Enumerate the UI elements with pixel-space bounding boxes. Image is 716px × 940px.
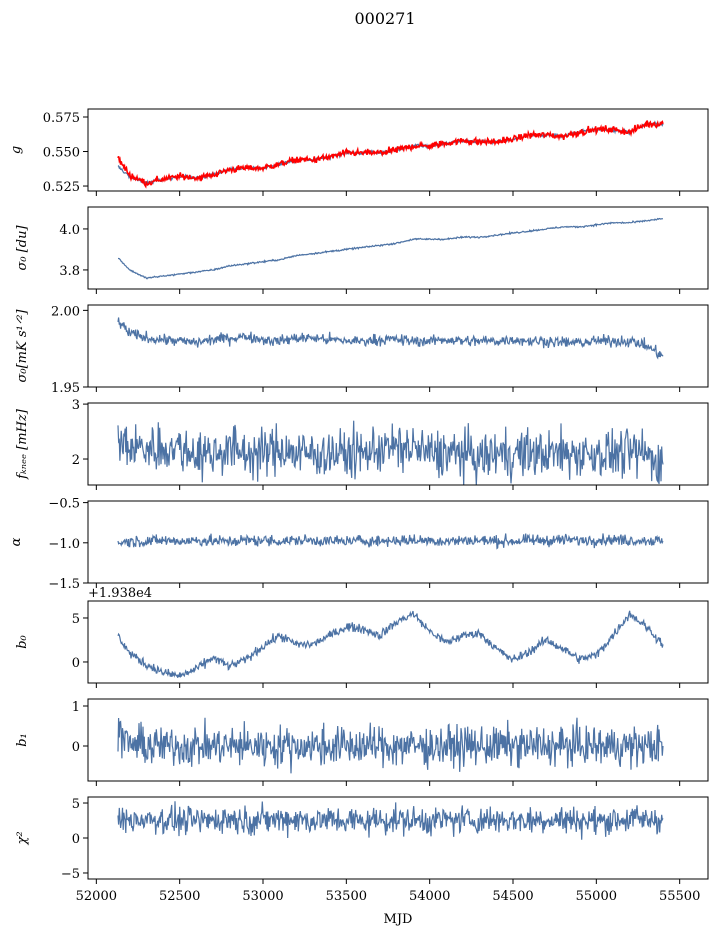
y-axis-label: σ₀ [du] xyxy=(15,225,30,271)
y-tick-label: −1.0 xyxy=(48,537,80,552)
y-tick-label: 1 xyxy=(72,700,80,715)
axes-frame xyxy=(87,108,709,192)
y-axis-label: fₖₙₑₑ [mHz] xyxy=(15,408,30,480)
y-tick-label: 0 xyxy=(72,740,80,755)
axes-frame xyxy=(87,600,709,684)
y-tick-label: 1.95 xyxy=(51,381,80,396)
x-tick-label: 53500 xyxy=(326,889,367,904)
series-line-alpha xyxy=(117,533,664,550)
y-tick-label: 0 xyxy=(72,656,80,671)
subplots: 0.525 0.550 0.575 g 3.8 4.0 σ₀ [du] 1.95 2.00 σ₀[… xyxy=(9,108,709,904)
axes-frame xyxy=(87,402,709,486)
x-tick-label: 55000 xyxy=(576,889,617,904)
y-axis-label: χ² xyxy=(15,831,30,845)
y-tick-label: −1.5 xyxy=(48,577,80,592)
series-line-sigma0-mk xyxy=(117,317,664,360)
y-tick-label: 3.8 xyxy=(59,264,80,279)
series-line-b0 xyxy=(117,610,664,678)
x-tick-label: 52000 xyxy=(76,889,117,904)
axes-frame xyxy=(87,796,709,880)
chart-title: 000271 xyxy=(354,9,415,28)
series-line-sigma0-du xyxy=(118,217,664,280)
subplot-2: 3.8 4.0 σ₀ [du] xyxy=(15,206,709,294)
series-line-b1 xyxy=(117,717,664,774)
y-tick-label: 2 xyxy=(72,453,80,468)
y-axis-label: b₀ xyxy=(15,634,30,648)
y-tick-label: 0.550 xyxy=(43,146,80,161)
y-axis-label: b₁ xyxy=(15,733,30,747)
x-tick-label: 53000 xyxy=(242,889,283,904)
subplot-8: −5 0 5 52000 52500 53000 53500 54000 54500 55000 5… xyxy=(15,796,709,904)
y-tick-label: −0.5 xyxy=(48,497,80,512)
y-tick-label: 0.525 xyxy=(43,180,80,195)
series-line-g-data xyxy=(117,120,664,189)
x-tick-label: 55500 xyxy=(659,889,700,904)
y-tick-label: −5 xyxy=(61,867,80,882)
y-axis-label: g xyxy=(9,146,24,154)
subplot-6: 0 5 b₀ +1.938e4 xyxy=(15,586,709,688)
y-offset-text: +1.938e4 xyxy=(88,586,152,601)
series-line-chi2 xyxy=(117,801,664,840)
subplot-5: −1.5 −1.0 −0.5 α xyxy=(9,497,709,592)
x-tick-label: 54500 xyxy=(492,889,533,904)
y-tick-label: 4.0 xyxy=(59,223,80,238)
axes-frame xyxy=(87,698,709,782)
x-axis-label: MJD xyxy=(384,912,413,927)
y-tick-label: 5 xyxy=(72,797,80,812)
subplot-4: 2 3 fₖₙₑₑ [mHz] xyxy=(15,398,709,490)
subplot-7: 0 1 b₁ xyxy=(15,698,709,786)
y-tick-label: 2.00 xyxy=(51,304,80,319)
y-axis-label: α xyxy=(9,537,24,546)
axes-frame xyxy=(87,206,709,290)
y-axis-label: σ₀[mK s¹ᐟ²] xyxy=(15,309,30,383)
subplot-3: 1.95 2.00 σ₀[mK s¹ᐟ²] xyxy=(15,304,709,396)
y-tick-label: 0.575 xyxy=(43,111,80,126)
y-tick-label: 0 xyxy=(72,832,80,847)
subplot-1: 0.525 0.550 0.575 g xyxy=(9,108,709,196)
y-tick-label: 3 xyxy=(72,398,80,413)
series-line-fknee xyxy=(117,420,664,485)
x-tick-label: 52500 xyxy=(159,889,200,904)
axes-frame xyxy=(87,304,709,388)
x-tick-label: 54000 xyxy=(409,889,450,904)
y-tick-label: 5 xyxy=(72,612,80,627)
axes-frame xyxy=(87,500,709,584)
